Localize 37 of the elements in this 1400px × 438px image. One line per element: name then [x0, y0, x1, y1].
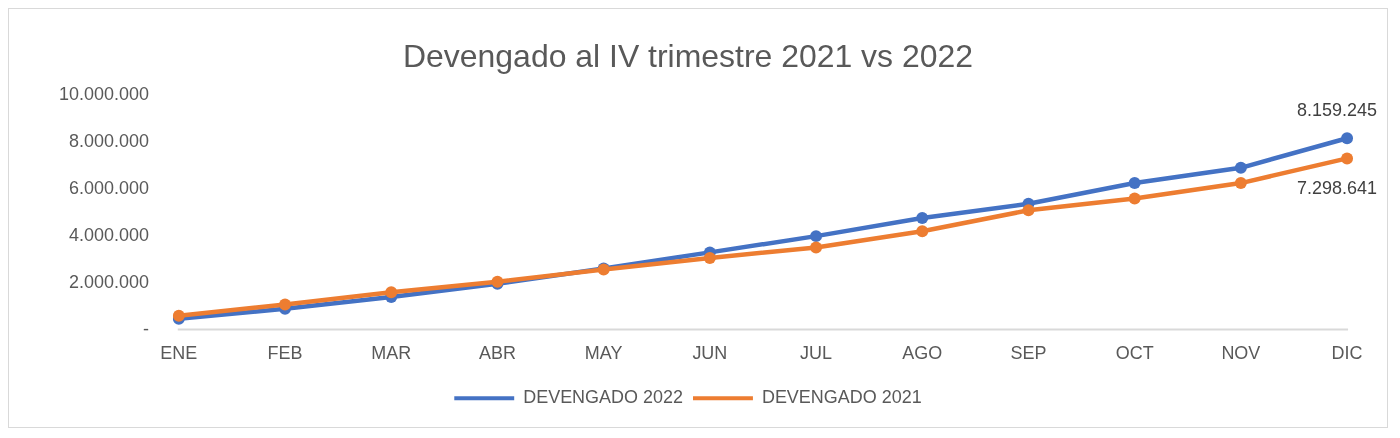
point [810, 241, 823, 254]
point [916, 225, 929, 238]
x-tick-label: DIC [1331, 343, 1363, 364]
point [1128, 177, 1141, 190]
point [1234, 177, 1247, 190]
legend-label: DEVENGADO 2021 [761, 387, 922, 408]
x-tick-label: JUL [800, 343, 833, 364]
y-tick-label: 10.000.000 [58, 83, 149, 104]
x-tick-label: MAY [584, 343, 623, 364]
x-tick-label: OCT [1115, 343, 1154, 364]
data-label: 8.159.245 [1297, 100, 1378, 121]
point [1022, 204, 1035, 217]
legend-label: DEVENGADO 2022 [523, 387, 683, 408]
y-tick-label: 4.000.000 [68, 224, 149, 245]
point [1234, 161, 1247, 174]
x-tick-label: AGO [902, 343, 943, 364]
point [703, 252, 716, 264]
x-tick-label: NOV [1221, 343, 1261, 364]
y-tick-label: 8.000.000 [68, 130, 149, 151]
point [385, 286, 398, 299]
point [916, 212, 929, 225]
point [1341, 132, 1354, 145]
chart-title: Devengado al IV trimestre 2021 vs 2022 [403, 37, 974, 74]
x-tick-label: MAR [371, 343, 412, 364]
y-tick-label: 6.000.000 [68, 177, 149, 198]
point [1128, 192, 1141, 205]
x-tick-label: FEB [267, 343, 303, 364]
point [1341, 152, 1354, 165]
x-tick-label: ENE [160, 343, 198, 364]
x-tick-label: ABR [478, 343, 516, 364]
y-tick-label: - [142, 318, 149, 339]
x-tick-label: SEP [1010, 343, 1047, 364]
point [279, 298, 292, 311]
data-label: 7.298.641 [1297, 178, 1378, 199]
y-tick-label: 2.000.000 [68, 271, 149, 292]
point [810, 230, 823, 243]
x-tick-label: JUN [692, 343, 728, 364]
